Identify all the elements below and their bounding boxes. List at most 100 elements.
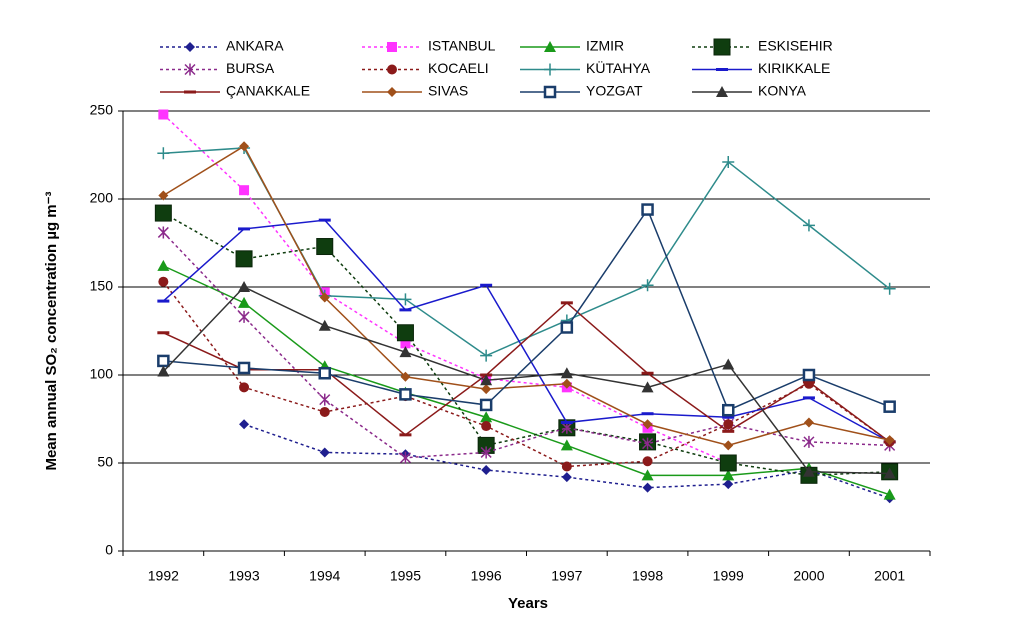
series-line bbox=[163, 207, 890, 412]
marker bbox=[716, 86, 728, 97]
marker bbox=[481, 421, 492, 432]
marker bbox=[158, 109, 169, 120]
marker bbox=[544, 63, 556, 76]
marker bbox=[883, 400, 896, 413]
y-tick-label: 200 bbox=[90, 190, 114, 206]
x-tick-label: 1994 bbox=[309, 568, 340, 584]
legend-label: KÜTAHYA bbox=[586, 59, 651, 76]
marker bbox=[802, 368, 816, 382]
series-line bbox=[162, 281, 891, 468]
marker bbox=[239, 382, 250, 393]
x-tick-label: 1998 bbox=[632, 568, 663, 584]
marker bbox=[544, 41, 556, 52]
marker bbox=[387, 87, 397, 97]
marker bbox=[642, 456, 653, 467]
series-line bbox=[162, 231, 890, 459]
marker bbox=[722, 156, 735, 169]
x-tick-label: 1999 bbox=[713, 568, 744, 584]
marker bbox=[560, 367, 573, 379]
x-tick-label: 1995 bbox=[390, 568, 421, 584]
legend-label: SIVAS bbox=[428, 83, 468, 99]
marker bbox=[561, 378, 572, 389]
marker bbox=[722, 403, 735, 417]
marker bbox=[543, 85, 557, 99]
marker bbox=[319, 292, 330, 303]
marker bbox=[641, 381, 654, 393]
marker bbox=[318, 366, 331, 380]
legend-label: IZMIR bbox=[586, 38, 624, 54]
marker bbox=[561, 472, 572, 483]
marker bbox=[561, 461, 572, 472]
legend-label: ÇANAKKALE bbox=[226, 83, 310, 99]
marker bbox=[399, 388, 412, 401]
marker bbox=[400, 371, 411, 382]
marker bbox=[641, 469, 654, 481]
marker bbox=[238, 310, 250, 323]
marker bbox=[157, 354, 170, 368]
marker bbox=[480, 349, 493, 362]
y-tick-label: 50 bbox=[97, 454, 113, 470]
marker bbox=[157, 226, 169, 239]
marker bbox=[399, 346, 412, 358]
legend-label: KIRIKKALE bbox=[758, 60, 830, 76]
marker bbox=[481, 384, 492, 395]
y-tick-label: 250 bbox=[90, 102, 114, 118]
marker bbox=[480, 374, 493, 386]
marker bbox=[399, 451, 411, 464]
marker bbox=[802, 219, 815, 232]
marker bbox=[387, 64, 397, 75]
marker bbox=[319, 393, 331, 406]
marker bbox=[883, 467, 896, 479]
legend-label: ANKARA bbox=[226, 38, 284, 54]
marker bbox=[158, 190, 169, 201]
series-line bbox=[163, 301, 891, 443]
marker bbox=[642, 419, 653, 430]
marker bbox=[641, 279, 654, 292]
marker bbox=[642, 482, 653, 493]
marker bbox=[184, 63, 196, 76]
series-line bbox=[163, 265, 890, 496]
series-line bbox=[162, 286, 890, 475]
y-tick-label: 0 bbox=[105, 542, 113, 558]
legend-label: ISTANBUL bbox=[428, 38, 496, 54]
legend-label: KONYA bbox=[758, 83, 807, 99]
marker bbox=[713, 38, 731, 56]
marker bbox=[157, 259, 170, 271]
marker bbox=[723, 440, 734, 451]
marker bbox=[158, 276, 169, 287]
marker bbox=[884, 435, 895, 446]
series-line bbox=[162, 219, 891, 443]
marker bbox=[399, 293, 412, 306]
marker bbox=[803, 435, 815, 448]
marker bbox=[722, 358, 735, 370]
legend-label: KOCAELI bbox=[428, 60, 489, 76]
marker bbox=[396, 324, 414, 342]
x-tick-label: 2000 bbox=[793, 568, 824, 584]
x-tick-label: 1996 bbox=[471, 568, 502, 584]
x-tick-label: 1997 bbox=[551, 568, 582, 584]
marker bbox=[239, 141, 250, 152]
marker bbox=[185, 42, 195, 52]
y-axis-title: Mean annual SO₂ concentration µg m⁻³ bbox=[43, 191, 60, 470]
x-tick-label: 1993 bbox=[228, 568, 259, 584]
x-tick-label: 2001 bbox=[874, 568, 905, 584]
marker bbox=[642, 437, 654, 450]
marker bbox=[238, 281, 251, 292]
marker bbox=[157, 147, 170, 160]
marker bbox=[719, 454, 737, 472]
marker bbox=[722, 469, 735, 481]
marker bbox=[479, 398, 493, 412]
marker bbox=[157, 365, 170, 377]
series-line bbox=[243, 423, 890, 499]
marker bbox=[239, 419, 250, 430]
marker bbox=[883, 282, 896, 295]
y-tick-label: 150 bbox=[90, 278, 114, 294]
marker bbox=[803, 417, 814, 428]
y-tick-label: 100 bbox=[90, 366, 114, 382]
marker bbox=[239, 185, 250, 196]
legend-label: YOZGAT bbox=[586, 83, 643, 99]
legend-label: ESKISEHIR bbox=[758, 38, 833, 54]
marker bbox=[560, 321, 574, 334]
x-axis-title: Years bbox=[508, 595, 548, 612]
